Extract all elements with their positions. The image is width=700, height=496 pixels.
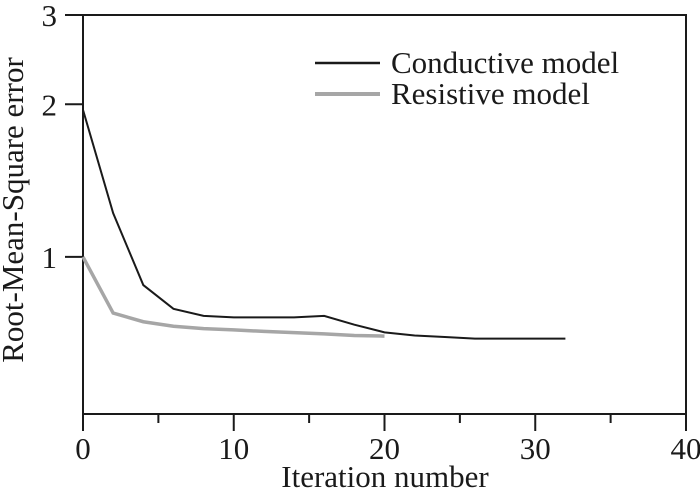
x-tick-label: 0	[75, 431, 91, 466]
x-tick-label: 40	[671, 431, 700, 466]
x-tick-label: 30	[520, 431, 551, 466]
resistive-model-line	[81, 256, 385, 338]
x-tick-label: 20	[369, 431, 400, 466]
x-tick-label: 10	[218, 431, 249, 466]
conductive-model-line	[82, 109, 566, 340]
y-axis-label: Root-Mean-Square error	[0, 57, 30, 363]
axis-ticks: 0 10 20 30 40 3 2 1	[42, 0, 700, 466]
x-axis-label: Iteration number	[281, 459, 489, 494]
legend-label-conductive: Conductive model	[391, 45, 619, 80]
y-tick-label: 2	[42, 87, 58, 122]
legend-label-resistive: Resistive model	[391, 76, 590, 111]
y-tick-label: 3	[42, 0, 58, 33]
y-tick-label: 1	[42, 240, 58, 275]
legend: Conductive model Resistive model	[315, 45, 619, 111]
